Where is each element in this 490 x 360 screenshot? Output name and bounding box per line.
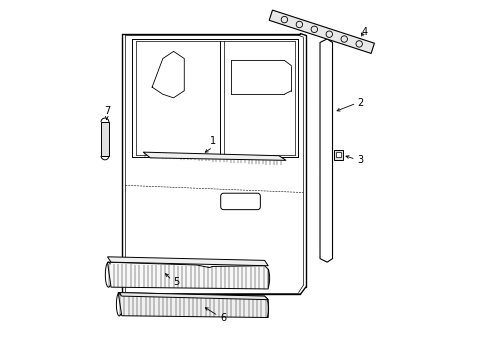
FancyBboxPatch shape bbox=[336, 153, 341, 157]
Polygon shape bbox=[101, 122, 109, 156]
Polygon shape bbox=[269, 10, 374, 53]
FancyBboxPatch shape bbox=[220, 193, 260, 210]
Polygon shape bbox=[118, 293, 268, 300]
Text: 1: 1 bbox=[210, 136, 216, 146]
Text: 2: 2 bbox=[358, 98, 364, 108]
Polygon shape bbox=[118, 293, 268, 318]
Polygon shape bbox=[320, 39, 333, 262]
Polygon shape bbox=[143, 152, 286, 160]
Text: 6: 6 bbox=[220, 312, 226, 323]
FancyBboxPatch shape bbox=[334, 150, 343, 159]
Text: 4: 4 bbox=[362, 27, 368, 37]
Text: 3: 3 bbox=[358, 156, 364, 165]
Polygon shape bbox=[107, 262, 268, 289]
Polygon shape bbox=[107, 257, 268, 266]
Text: 5: 5 bbox=[173, 277, 180, 287]
Text: 7: 7 bbox=[104, 106, 111, 116]
